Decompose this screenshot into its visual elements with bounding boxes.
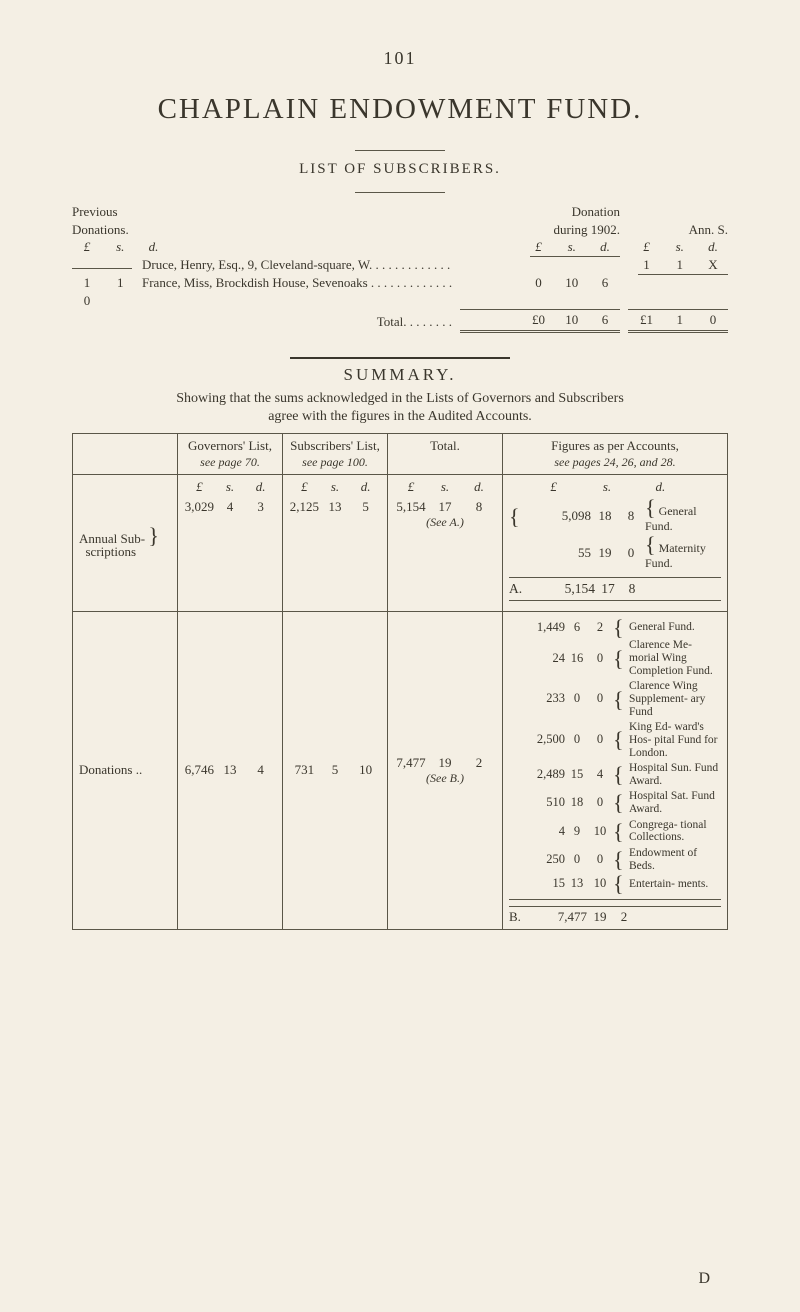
figures-total-a: A. 5,154 17 8 <box>509 577 721 601</box>
lsd-header: £ s. d. <box>72 238 452 256</box>
divider <box>355 192 445 193</box>
summary-text-1: Showing that the sums acknowledged in th… <box>72 391 728 407</box>
donations-tot: 7,477 19 2 (See B.) <box>388 611 503 929</box>
table-header-row: Governors' List, see page 70. Subscriber… <box>73 433 728 474</box>
figures-total-b: B. 7,477 19 2 <box>509 906 721 925</box>
donations-gov: 6,746 13 4 <box>178 611 283 929</box>
figure-line: 55 19 0 { Maternity Fund. <box>509 536 721 571</box>
lsd-header: £ s. d. <box>628 238 728 256</box>
figure-line: 1,44962{General Fund. <box>509 619 721 637</box>
previous-line1: Previous <box>72 203 452 221</box>
figure-line: 2,489154{Hospital Sun. Fund Award. <box>509 762 721 787</box>
donation-header: Donation during 1902. £ s. d. <box>460 203 620 256</box>
list-entry: Druce, Henry, Esq., 9, Cleveland-square,… <box>72 256 452 275</box>
col-stub-header <box>73 433 178 474</box>
figure-line: 25000{Endowment of Beds. <box>509 847 721 872</box>
donation-line1: Donation <box>460 203 620 221</box>
entry-prev-amount: 1 1 0 <box>72 274 142 309</box>
page-number: 101 <box>72 48 728 69</box>
entry-prev-amount <box>72 268 142 269</box>
annual-stub: Annual Sub- } scriptions <box>73 474 178 611</box>
main-title: CHAPLAIN ENDOWMENT FUND. <box>72 93 728 126</box>
donations-sub: 731 5 10 <box>283 611 388 929</box>
entry-name: Druce, Henry, Esq., 9, Cleveland-square,… <box>142 256 452 274</box>
annual-header: Ann. S. £ s. d. <box>628 203 728 256</box>
signature-mark: D <box>698 1270 710 1288</box>
page: 101 CHAPLAIN ENDOWMENT FUND. LIST OF SUB… <box>0 0 800 1312</box>
figure-line: 24160{Clarence Me- morial Wing Completio… <box>509 639 721 677</box>
list-entry: 1 1 0 France, Miss, Brockdish House, Sev… <box>72 274 452 309</box>
entry-donation: 0 10 6 <box>460 274 620 309</box>
donation-list: Previous Donations. £ s. d. Donation dur… <box>72 203 728 333</box>
total-annual: £1 1 0 <box>628 309 728 333</box>
col-sub-header: Subscribers' List, see page 100. <box>283 433 388 474</box>
annual-tot: £ s. d. 5,154 17 8 (See A.) <box>388 474 503 611</box>
see-a: (See A.) <box>394 515 496 530</box>
figure-line: 151310{Entertain- ments. <box>509 875 721 893</box>
annual-figures: £ s. d. { 5,098 18 8 { General Fund. 55 <box>503 474 728 611</box>
total-donation: £0 10 6 <box>460 309 620 333</box>
previous-line2: Donations. <box>72 221 452 239</box>
lsd-header: £ s. d. <box>460 238 620 256</box>
divider <box>355 150 445 151</box>
entry-donation <box>530 256 620 275</box>
summary-table: Governors' List, see page 70. Subscriber… <box>72 433 728 930</box>
col-gov-header: Governors' List, see page 70. <box>178 433 283 474</box>
summary-text-2: agree with the figures in the Audited Ac… <box>72 409 728 425</box>
list-header: LIST OF SUBSCRIBERS. <box>72 161 728 178</box>
entry-annual: 1 1 X <box>628 256 728 275</box>
figure-line: 2,50000{King Ed- ward's Hos- pital Fund … <box>509 721 721 759</box>
heavy-divider <box>290 357 510 359</box>
col-tot-header: Total. <box>388 433 503 474</box>
donation-line2: during 1902. <box>460 221 620 239</box>
table-row-donations: Donations .. 6,746 13 4 731 5 10 <box>73 611 728 929</box>
previous-header: Previous Donations. £ s. d. <box>72 203 452 256</box>
table-row-annual: Annual Sub- } scriptions £ s. d. 3,029 4… <box>73 474 728 611</box>
see-b: (See B.) <box>394 771 496 786</box>
figure-line: 4910{Congrega- tional Collections. <box>509 819 721 844</box>
col-fig-header: Figures as per Accounts, see pages 24, 2… <box>503 433 728 474</box>
donations-figures: 1,44962{General Fund. 24160{Clarence Me- … <box>503 611 728 929</box>
total-label: Total. . . . . . . . <box>72 309 452 333</box>
summary-heading: SUMMARY. <box>72 365 728 385</box>
ann-s-label: Ann. S. <box>628 221 728 239</box>
figure-line: { 5,098 18 8 { General Fund. <box>509 499 721 534</box>
figure-line: 510180{Hospital Sat. Fund Award. <box>509 790 721 815</box>
annual-gov: £ s. d. 3,029 4 3 <box>178 474 283 611</box>
donations-stub: Donations .. <box>73 611 178 929</box>
figure-line: 23300{Clarence Wing Supplement- ary Fund <box>509 680 721 718</box>
annual-sub: £ s. d. 2,125 13 5 <box>283 474 388 611</box>
entry-annual <box>638 274 728 309</box>
entry-name: France, Miss, Brockdish House, Sevenoaks… <box>142 274 452 292</box>
